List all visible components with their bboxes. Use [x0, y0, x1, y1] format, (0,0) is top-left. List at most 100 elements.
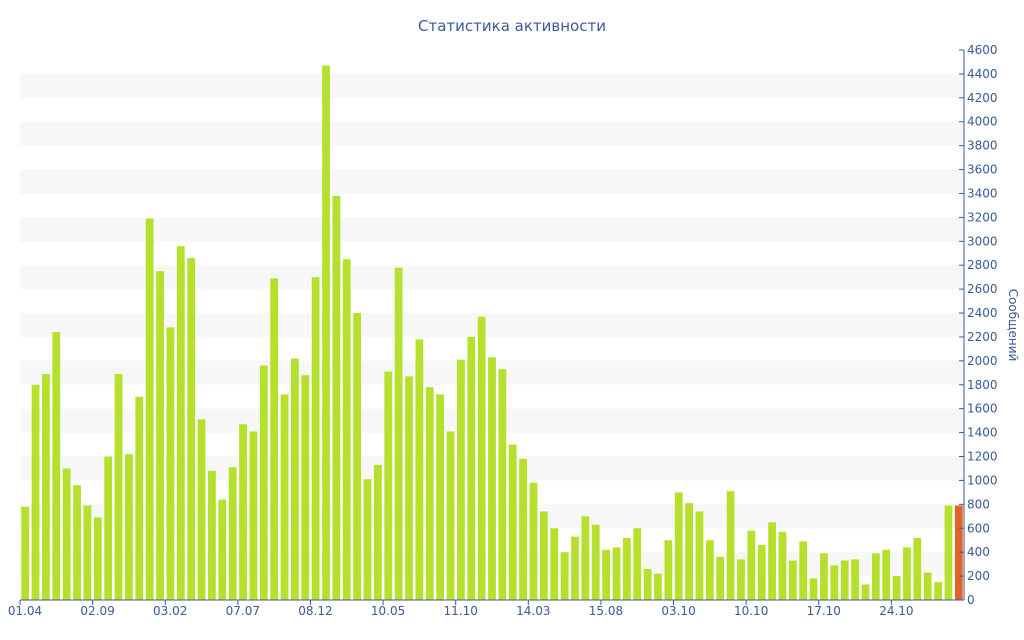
grid-band	[20, 169, 964, 194]
bar	[674, 492, 683, 600]
bar	[21, 506, 30, 600]
bar	[705, 540, 714, 600]
bar	[488, 357, 496, 600]
bar	[197, 419, 206, 600]
bar	[768, 522, 776, 600]
bar	[550, 528, 559, 600]
bar	[519, 458, 527, 600]
bar	[467, 336, 476, 600]
y-tick-label: 400	[967, 545, 990, 559]
bar	[52, 332, 61, 600]
bar	[104, 456, 113, 600]
bar	[249, 431, 258, 600]
x-tick-label: 15.08	[589, 604, 623, 618]
bar	[42, 374, 50, 600]
bar	[415, 339, 424, 600]
bar	[436, 394, 445, 600]
y-tick-label: 3200	[967, 210, 998, 224]
y-tick-label: 2800	[967, 258, 998, 272]
bar	[716, 556, 725, 600]
bar	[498, 369, 507, 600]
bar	[145, 218, 154, 600]
bar	[425, 387, 434, 600]
y-tick-label: 1600	[967, 402, 998, 416]
x-tick-label: 08.12	[298, 604, 332, 618]
bar	[840, 560, 849, 600]
y-tick-label: 3800	[967, 139, 998, 153]
bar	[259, 365, 268, 600]
bar	[809, 578, 818, 600]
bar	[820, 553, 828, 600]
bar	[622, 537, 631, 600]
bar	[726, 491, 735, 600]
bar	[903, 547, 911, 600]
bar	[187, 258, 196, 600]
bar	[788, 560, 797, 600]
x-tick-label: 24.10	[879, 604, 913, 618]
bar	[166, 327, 175, 600]
y-tick-label: 2600	[967, 282, 998, 296]
bar	[218, 499, 227, 600]
bar	[830, 565, 839, 600]
bar	[643, 568, 652, 600]
y-tick-label: 200	[967, 569, 990, 583]
y-axis-label: Сообщений	[1006, 289, 1020, 362]
grid-band	[20, 73, 964, 98]
bar	[353, 313, 362, 600]
bar	[944, 505, 953, 600]
bar	[394, 267, 403, 600]
y-tick-label: 3400	[967, 186, 998, 200]
bar	[508, 444, 517, 600]
bar	[954, 505, 963, 600]
bar	[322, 65, 330, 601]
bar	[871, 553, 880, 600]
bar	[799, 541, 808, 600]
y-tick-label: 4200	[967, 91, 998, 105]
bar	[62, 468, 71, 600]
bar	[633, 528, 642, 600]
bar	[757, 545, 766, 600]
bar	[125, 454, 133, 600]
bar	[456, 359, 465, 600]
bar	[332, 195, 341, 600]
bar	[923, 572, 932, 600]
y-tick-label: 1200	[967, 450, 998, 464]
grid-band	[20, 265, 964, 290]
bar	[239, 424, 247, 600]
bar	[861, 584, 870, 600]
bar	[695, 511, 704, 600]
bar	[737, 559, 745, 600]
x-tick-label: 11.10	[444, 604, 478, 618]
bar	[778, 531, 787, 600]
y-tick-label: 2200	[967, 330, 998, 344]
bar	[934, 582, 942, 600]
bar	[529, 482, 538, 600]
bar	[311, 277, 320, 600]
x-tick-label: 10.05	[371, 604, 405, 618]
bar	[882, 549, 891, 600]
bar	[591, 524, 600, 600]
y-tick-label: 2400	[967, 306, 998, 320]
y-tick-label: 1400	[967, 426, 998, 440]
bar	[446, 431, 455, 600]
bar	[892, 576, 901, 600]
grid-band	[20, 313, 964, 337]
y-tick-label: 600	[967, 521, 990, 535]
bar	[374, 464, 382, 600]
y-tick-label: 4400	[967, 67, 998, 81]
bar	[135, 396, 144, 600]
bar	[612, 547, 621, 600]
y-tick-label: 4000	[967, 115, 998, 129]
grid-band	[20, 121, 964, 146]
bar	[384, 371, 393, 600]
bar	[208, 470, 216, 600]
bar	[560, 552, 569, 600]
y-tick-label: 4600	[967, 43, 998, 57]
bar	[342, 259, 351, 600]
x-axis-ticks: 01.04 02.09 03.02 07.07 08.12 10.05 11.10 14.03…	[8, 600, 914, 618]
x-tick-label: 02.09	[80, 604, 114, 618]
bar	[176, 246, 185, 600]
bar	[73, 485, 81, 600]
y-tick-label: 1800	[967, 378, 998, 392]
